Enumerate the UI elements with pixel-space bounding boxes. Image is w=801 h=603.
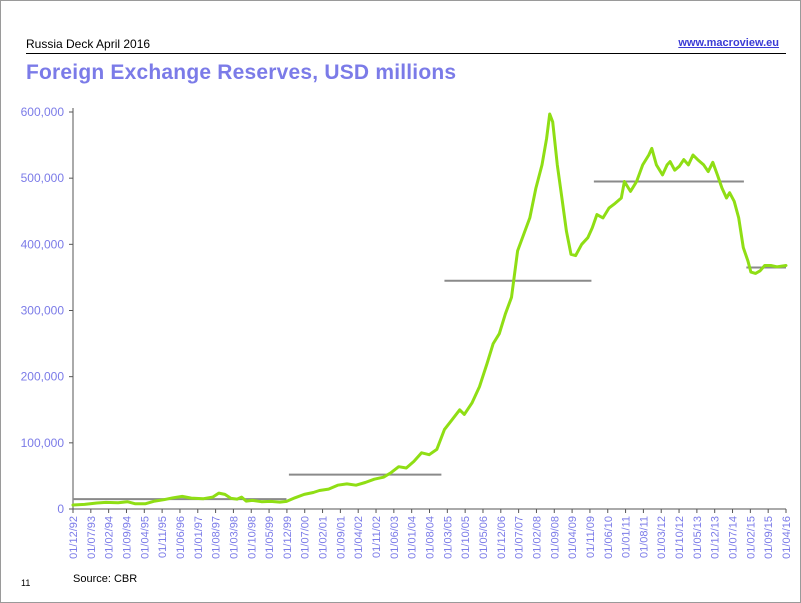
x-tick-label: 01/04/09 (567, 516, 579, 559)
y-tick-label: 400,000 (21, 237, 65, 251)
x-tick-label: 01/10/12 (674, 516, 686, 559)
x-tick-label: 01/07/14 (728, 516, 740, 559)
y-tick-label: 200,000 (21, 370, 65, 384)
x-tick-label: 01/07/00 (300, 516, 312, 559)
y-tick-label: 500,000 (21, 171, 65, 185)
x-tick-label: 01/05/06 (478, 516, 490, 559)
source-note: Source: CBR (73, 573, 138, 585)
x-tick-label: 01/09/15 (763, 516, 775, 559)
x-tick-label: 01/04/95 (139, 516, 151, 559)
x-tick-label: 01/11/95 (157, 516, 169, 558)
x-tick-label: 01/06/10 (603, 516, 615, 559)
x-tick-label: 01/10/98 (246, 516, 258, 559)
header-divider (26, 53, 786, 54)
series-group (71, 112, 788, 507)
x-tick-label: 01/08/04 (425, 516, 437, 559)
y-tick-label: 600,000 (21, 105, 65, 119)
x-tick-label: 01/01/11 (621, 516, 633, 558)
x-axis: 01/12/92 01/07/93 01/02/94 01/09/94 01/04/95… (68, 508, 793, 559)
slide-title: Foreign Exchange Reserves, USD millions (26, 61, 457, 84)
x-tick-label: 01/01/04 (407, 516, 419, 559)
x-tick-label: 01/03/12 (656, 516, 668, 559)
x-tick-label: 01/06/96 (175, 516, 187, 559)
x-tick-label: 01/11/09 (585, 516, 597, 558)
x-tick-label: 01/09/01 (335, 516, 347, 559)
x-tick-label: 01/12/06 (496, 516, 508, 559)
x-tick-label: 01/02/08 (531, 516, 543, 559)
x-tick-label: 01/02/01 (318, 516, 330, 559)
x-tick-label: 01/05/13 (692, 516, 704, 559)
x-tick-label: 01/04/16 (781, 516, 793, 559)
x-tick-label: 01/10/05 (460, 516, 472, 559)
x-tick-label: 01/08/97 (211, 516, 223, 559)
y-tick-label: 0 (57, 502, 64, 516)
x-tick-label: 01/02/94 (104, 516, 116, 559)
deck-label: Russia Deck April 2016 (26, 37, 151, 51)
x-tick-label: 01/02/15 (745, 516, 757, 559)
period-average-lines (73, 180, 786, 501)
y-tick-label: 100,000 (21, 436, 65, 450)
y-axis: 0 100,000 200,000 300,000 400,000 500,000 600,… (21, 105, 74, 516)
x-tick-label: 01/05/99 (264, 516, 276, 559)
x-tick-label: 01/12/92 (68, 516, 80, 559)
y-tick-label: 300,000 (21, 304, 65, 318)
x-tick-label: 01/11/02 (371, 516, 383, 558)
x-tick-label: 01/07/93 (86, 516, 98, 559)
x-tick-label: 01/03/98 (228, 516, 240, 559)
page-number: 11 (21, 578, 31, 588)
x-tick-label: 01/03/05 (442, 516, 454, 559)
x-tick-label: 01/06/03 (389, 516, 401, 559)
x-tick-label: 01/07/07 (514, 516, 526, 559)
x-tick-label: 01/04/02 (353, 516, 365, 559)
x-tick-label: 01/01/97 (193, 516, 205, 559)
x-tick-label: 01/08/11 (638, 516, 650, 558)
x-tick-label: 01/12/99 (282, 516, 294, 559)
website-link[interactable]: www.macroview.eu (678, 37, 779, 49)
x-tick-label: 01/12/13 (710, 516, 722, 559)
x-tick-label: 01/09/08 (549, 516, 561, 559)
x-tick-label: 01/09/94 (121, 516, 133, 559)
series-line-fx-reserves (71, 112, 788, 507)
